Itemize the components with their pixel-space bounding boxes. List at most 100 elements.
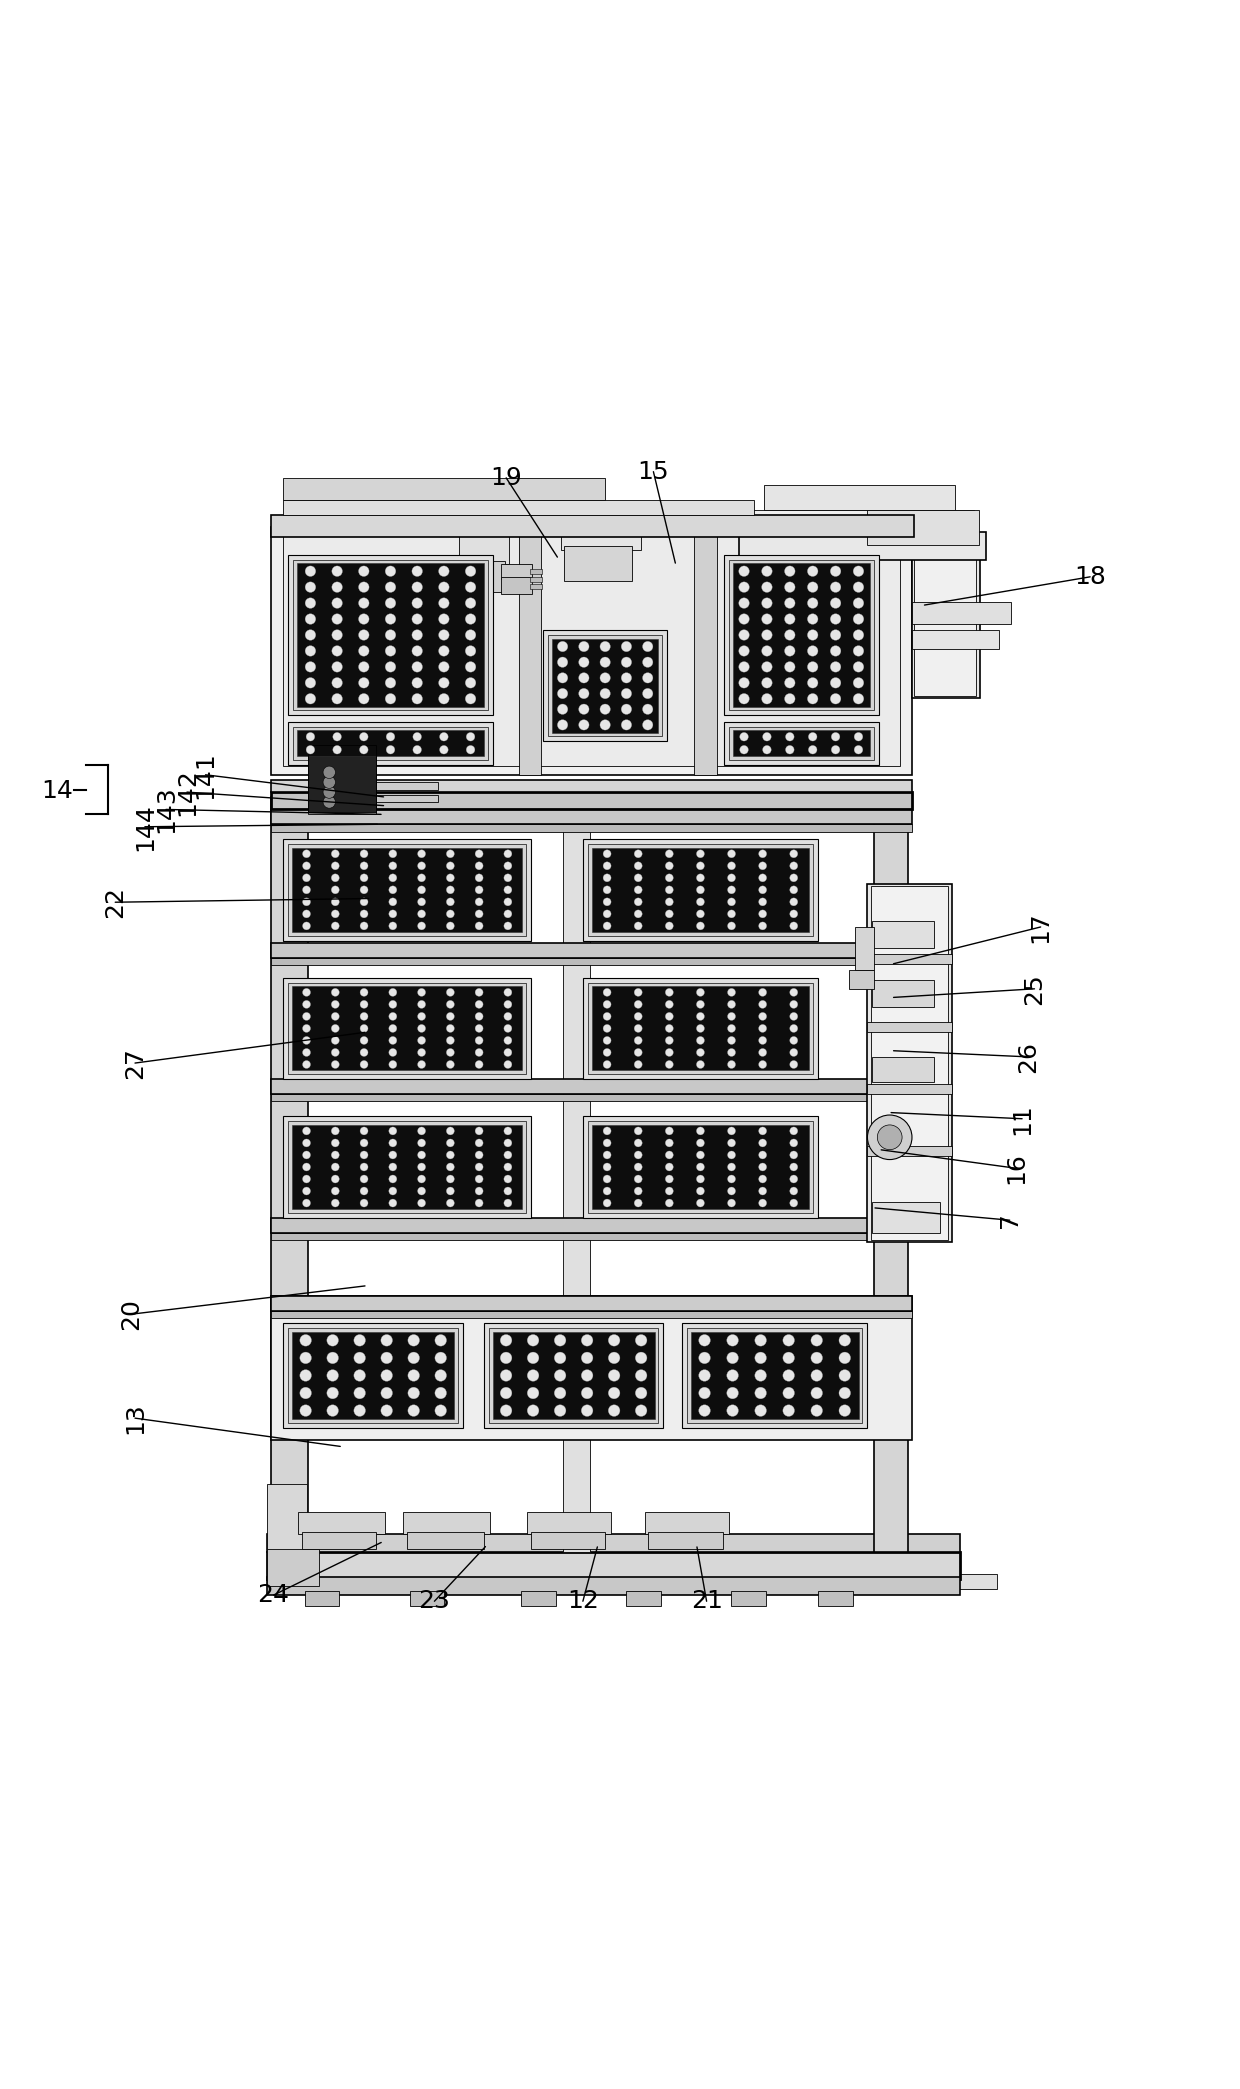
Circle shape <box>666 873 673 882</box>
Text: 25: 25 <box>1023 973 1047 1005</box>
Circle shape <box>761 597 773 608</box>
Circle shape <box>305 662 316 673</box>
Circle shape <box>609 1352 620 1364</box>
Circle shape <box>305 614 316 625</box>
Circle shape <box>811 1404 822 1416</box>
Circle shape <box>755 1335 766 1345</box>
Circle shape <box>503 873 512 882</box>
Bar <box>407 1531 484 1550</box>
Circle shape <box>446 1126 454 1134</box>
Circle shape <box>446 1187 454 1195</box>
Circle shape <box>435 1387 446 1400</box>
Circle shape <box>503 911 512 917</box>
Circle shape <box>868 1116 911 1159</box>
Bar <box>272 1295 911 1310</box>
Circle shape <box>666 1061 673 1067</box>
Circle shape <box>634 1174 642 1182</box>
Circle shape <box>300 1370 311 1381</box>
Circle shape <box>439 583 449 593</box>
Circle shape <box>831 629 841 639</box>
Circle shape <box>603 1151 611 1159</box>
Bar <box>289 554 492 714</box>
Circle shape <box>331 1151 340 1159</box>
Bar <box>284 840 531 940</box>
Circle shape <box>527 1352 539 1364</box>
Circle shape <box>360 1187 368 1195</box>
Bar <box>529 570 542 574</box>
Circle shape <box>759 1126 766 1134</box>
Circle shape <box>360 1126 368 1134</box>
Circle shape <box>666 1126 673 1134</box>
Circle shape <box>740 746 748 754</box>
Circle shape <box>697 873 704 882</box>
Circle shape <box>305 677 316 687</box>
Text: 20: 20 <box>119 1297 144 1331</box>
Bar <box>289 844 526 936</box>
Bar <box>694 526 717 775</box>
Bar <box>294 727 487 760</box>
Circle shape <box>475 1174 484 1182</box>
Bar <box>268 1573 997 1590</box>
Circle shape <box>759 1199 766 1207</box>
Circle shape <box>475 1164 484 1172</box>
Circle shape <box>500 1404 512 1416</box>
Circle shape <box>331 1049 340 1057</box>
Circle shape <box>634 1126 642 1134</box>
Circle shape <box>465 597 476 608</box>
Circle shape <box>475 1199 484 1207</box>
Bar <box>856 928 874 969</box>
Bar <box>268 1552 960 1579</box>
Circle shape <box>634 1061 642 1067</box>
Circle shape <box>503 988 512 996</box>
Circle shape <box>697 1139 704 1147</box>
Circle shape <box>358 566 370 577</box>
Circle shape <box>353 1387 366 1400</box>
Circle shape <box>739 597 749 608</box>
Circle shape <box>360 1199 368 1207</box>
Circle shape <box>413 746 422 754</box>
Circle shape <box>389 1199 397 1207</box>
Text: 27: 27 <box>123 1047 148 1080</box>
Circle shape <box>386 597 396 608</box>
Circle shape <box>306 733 315 742</box>
Circle shape <box>305 694 316 704</box>
Text: 18: 18 <box>1074 564 1106 589</box>
Circle shape <box>621 721 631 729</box>
Circle shape <box>360 911 368 917</box>
Bar <box>872 886 947 1241</box>
Text: 22: 22 <box>103 886 128 919</box>
Circle shape <box>782 1352 795 1364</box>
Circle shape <box>554 1404 565 1416</box>
Circle shape <box>331 850 340 859</box>
Circle shape <box>790 988 797 996</box>
Circle shape <box>446 1001 454 1009</box>
Circle shape <box>642 658 653 666</box>
Circle shape <box>808 733 817 742</box>
Bar <box>874 798 908 1552</box>
Circle shape <box>831 662 841 673</box>
Circle shape <box>579 641 589 652</box>
Bar <box>518 526 541 775</box>
Text: 142: 142 <box>175 769 198 817</box>
Circle shape <box>609 1404 620 1416</box>
Circle shape <box>790 1126 797 1134</box>
Circle shape <box>358 662 370 673</box>
Circle shape <box>389 1174 397 1182</box>
Circle shape <box>381 1335 393 1345</box>
Circle shape <box>666 850 673 859</box>
Circle shape <box>327 1352 339 1364</box>
Bar <box>501 577 532 593</box>
Circle shape <box>579 721 589 729</box>
Circle shape <box>790 1187 797 1195</box>
Circle shape <box>666 1024 673 1032</box>
Circle shape <box>727 1370 738 1381</box>
Circle shape <box>412 614 423 625</box>
Circle shape <box>853 614 864 625</box>
Circle shape <box>761 646 773 656</box>
Circle shape <box>327 1387 339 1400</box>
Circle shape <box>475 1049 484 1057</box>
Circle shape <box>360 873 368 882</box>
Circle shape <box>389 1024 397 1032</box>
Circle shape <box>500 1387 512 1400</box>
Circle shape <box>558 689 568 698</box>
